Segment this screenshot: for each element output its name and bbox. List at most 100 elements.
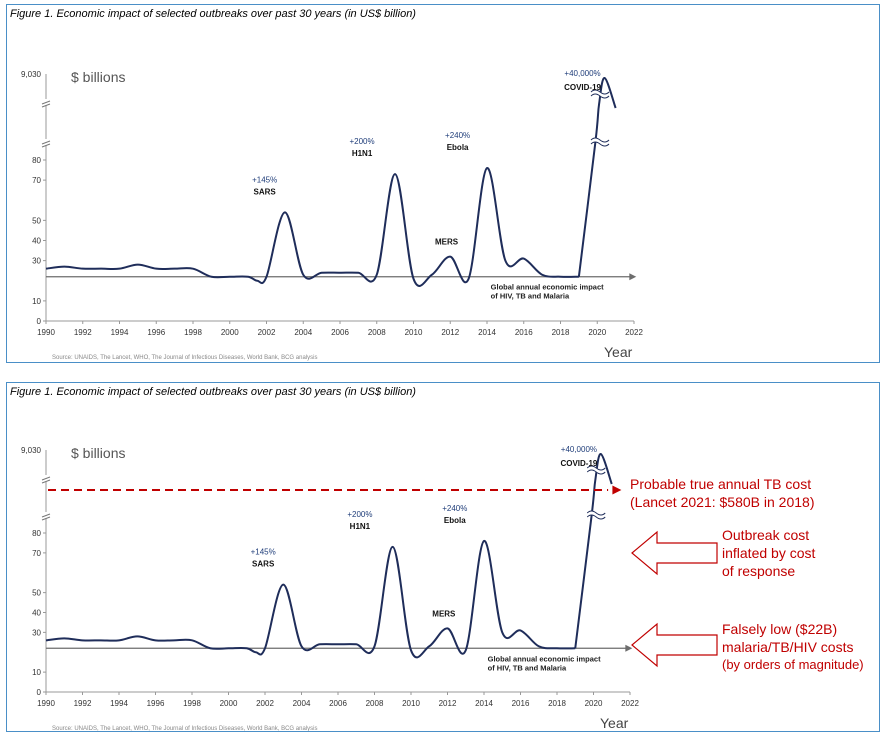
baseline-arrowhead [625, 644, 633, 652]
inflated-arrow-icon [631, 530, 718, 576]
y-tick-label: 30 [32, 628, 41, 637]
x-tick-label: 2008 [366, 699, 384, 708]
low-line3: (by orders of magnitude) [722, 657, 864, 672]
y-tick-label: 80 [32, 156, 41, 165]
outbreak-label-sars: SARS [254, 187, 277, 196]
y-tick-label-top: 9,030 [21, 70, 42, 79]
covid-line [574, 452, 613, 649]
x-tick-label: 2008 [368, 328, 386, 337]
y-tick-label: 40 [32, 237, 41, 246]
source-note: Source: UNAIDS, The Lancet, WHO, The Jou… [52, 355, 317, 361]
covid-pct: +40,000% [564, 69, 600, 78]
source-note: Source: UNAIDS, The Lancet, WHO, The Jou… [52, 726, 317, 731]
x-tick-label: 2004 [293, 699, 311, 708]
baseline-label-1: Global annual economic impact [488, 654, 601, 663]
y-tick-label: 50 [32, 216, 41, 225]
chart-original: $ billions 0 10 30 40 50 70 80 9,030 1990 1992 1994… [21, 69, 643, 361]
covid-break-gap [585, 466, 607, 474]
outbreak-label-mers: MERS [435, 238, 459, 247]
series-line [45, 167, 579, 287]
x-axis-label: Year [600, 715, 629, 731]
covid-break-mark [590, 141, 610, 147]
axis-break-mark [41, 143, 51, 148]
low-cost-arrow-icon [631, 622, 718, 668]
covid-label: COVID-19 [560, 459, 597, 468]
x-tick-label: 2016 [512, 699, 530, 708]
x-tick-label: 1994 [110, 699, 128, 708]
y-tick-label: 10 [32, 668, 41, 677]
x-tick-label: 2022 [621, 699, 639, 708]
figure-panel-original: Figure 1. Economic impact of selected ou… [6, 4, 880, 363]
x-tick-label: 2016 [515, 328, 533, 337]
x-tick-label: 1992 [74, 328, 92, 337]
baseline-label-2: of HIV, TB and Malaria [491, 292, 570, 301]
x-tick-label: 2000 [221, 328, 239, 337]
series-line [45, 539, 576, 659]
x-tick-label: 1998 [183, 699, 201, 708]
x-tick-label: 2006 [329, 699, 347, 708]
tb-cost-line2: (Lancet 2021: $580B in 2018) [630, 494, 815, 510]
x-tick-label: 2000 [220, 699, 238, 708]
x-tick-label: 1990 [37, 328, 55, 337]
units-label: $ billions [71, 445, 125, 461]
axis-break-mark [41, 103, 51, 108]
y-tick-label: 50 [32, 589, 41, 598]
x-tick-label: 1992 [74, 699, 92, 708]
baseline-label-1: Global annual economic impact [491, 283, 604, 292]
y-tick-label: 70 [32, 549, 41, 558]
covid-break-mark [586, 465, 606, 471]
x-tick-label: 2018 [552, 328, 570, 337]
outbreak-label-mers: MERS [432, 609, 456, 618]
x-tick-label: 2002 [256, 699, 274, 708]
units-label: $ billions [71, 69, 125, 85]
covid-break-mark [586, 514, 606, 520]
covid-line [577, 76, 617, 277]
x-tick-label: 1998 [184, 328, 202, 337]
baseline-arrowhead [629, 273, 637, 281]
outbreak-label-sars: SARS [252, 560, 275, 569]
outbreak-pct-h1n1: +200% [349, 137, 374, 146]
axis-break-mark [41, 516, 51, 521]
covid-pct: +40,000% [561, 445, 597, 454]
covid-break-mark [590, 89, 610, 95]
covid-label: COVID-19 [564, 83, 601, 92]
outbreak-pct-ebola: +240% [445, 131, 470, 140]
covid-break-mark [590, 93, 610, 99]
x-tick-label: 2010 [405, 328, 423, 337]
x-tick-label: 1994 [111, 328, 129, 337]
x-tick-label: 2012 [441, 328, 459, 337]
x-tick-label: 2012 [439, 699, 457, 708]
baseline-label-2: of HIV, TB and Malaria [488, 663, 567, 672]
outbreak-pct-sars: +145% [251, 548, 276, 557]
y-tick-label-top: 9,030 [21, 446, 42, 455]
tb-cost-annotation: Probable true annual TB cost (Lancet 202… [630, 475, 814, 511]
tb-cost-line1: Probable true annual TB cost [630, 476, 812, 492]
x-tick-label: 2004 [294, 328, 312, 337]
axis-break-mark [41, 100, 51, 105]
x-tick-label: 2022 [625, 328, 643, 337]
figure-title: Figure 1. Economic impact of selected ou… [10, 386, 416, 398]
covid-break-mark [590, 137, 610, 143]
axis-break-mark [41, 476, 51, 481]
x-tick-label: 2020 [588, 328, 606, 337]
inflated-line2: inflated by cost [722, 545, 816, 561]
outbreak-label-h1n1: H1N1 [350, 522, 371, 531]
x-tick-label: 2014 [478, 328, 496, 337]
y-tick-label: 40 [32, 609, 41, 618]
inflated-line3: of response [722, 563, 796, 579]
y-tick-label: 70 [32, 176, 41, 185]
outbreak-label-h1n1: H1N1 [352, 149, 373, 158]
covid-break-gap [589, 138, 611, 146]
inflated-line1: Outbreak cost [722, 527, 810, 543]
y-tick-label: 10 [32, 297, 41, 306]
covid-break-gap [585, 511, 607, 519]
low-line2: malaria/TB/HIV costs [722, 639, 854, 655]
y-tick-label: 0 [37, 688, 42, 697]
axis-break-mark [41, 140, 51, 145]
y-tick-label: 80 [32, 529, 41, 538]
outbreak-pct-h1n1: +200% [347, 510, 372, 519]
outbreak-label-ebola: Ebola [444, 516, 466, 525]
x-tick-label: 2010 [402, 699, 420, 708]
outbreak-pct-ebola: +240% [442, 504, 467, 513]
x-tick-label: 1996 [147, 328, 165, 337]
